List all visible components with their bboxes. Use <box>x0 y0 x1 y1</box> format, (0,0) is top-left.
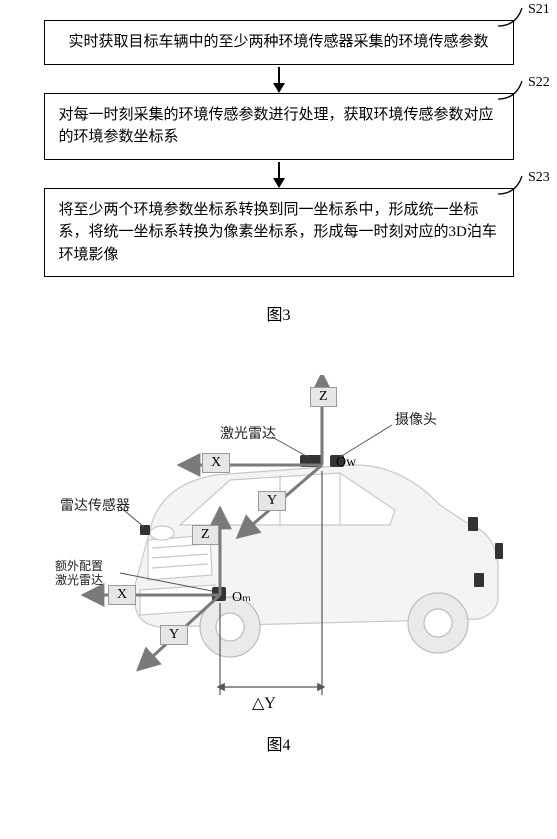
origin-lower: Oₘ <box>232 589 251 606</box>
label-extra2: 激光雷达 <box>55 571 103 588</box>
label-camera: 摄像头 <box>395 409 437 429</box>
delta-y-label: △Y <box>252 693 276 713</box>
fig4-caption: 图4 <box>0 731 557 755</box>
axis-upper-x: X <box>202 453 230 473</box>
step-label-s21: S21 <box>528 2 550 18</box>
axis-upper-y: Y <box>258 491 286 511</box>
car-illustration <box>40 375 520 725</box>
flow-text-s23: 将至少两个环境参数坐标系转换到同一坐标系中，形成统一坐标系，将统一坐标系转换为像… <box>59 202 497 263</box>
flow-box-s21: 实时获取目标车辆中的至少两种环境传感器采集的环境传感参数 <box>44 20 514 65</box>
label-lidar: 激光雷达 <box>220 423 276 443</box>
label-radar: 雷达传感器 <box>60 495 130 515</box>
step-label-s23: S23 <box>528 170 550 186</box>
origin-upper: Oᴡ <box>336 455 356 471</box>
flow-text-s21: 实时获取目标车辆中的至少两种环境传感器采集的环境传感参数 <box>68 34 488 50</box>
flow-text-s22: 对每一时刻采集的环境传感参数进行处理，获取环境传感参数对应的环境参数坐标系 <box>59 107 494 146</box>
fig3-caption: 图3 <box>0 301 557 325</box>
step-label-s22: S22 <box>528 75 550 91</box>
arrow-s22-s23 <box>0 160 557 188</box>
axis-upper-z: Z <box>310 387 337 407</box>
arrow-s21-s22 <box>0 65 557 93</box>
flow-box-s22: 对每一时刻采集的环境传感参数进行处理，获取环境传感参数对应的环境参数坐标系 <box>44 93 514 160</box>
axis-lower-y: Y <box>160 625 188 645</box>
fig4-diagram: 摄像头 激光雷达 雷达传感器 额外配置 激光雷达 Z X Y Oᴡ Z X Y … <box>0 345 557 725</box>
axis-lower-z: Z <box>192 525 219 545</box>
flowchart-fig3: S21 实时获取目标车辆中的至少两种环境传感器采集的环境传感参数 S22 对每一… <box>0 0 557 325</box>
axis-lower-x: X <box>108 585 136 605</box>
flow-box-s23: 将至少两个环境参数坐标系转换到同一坐标系中，形成统一坐标系，将统一坐标系转换为像… <box>44 188 514 278</box>
